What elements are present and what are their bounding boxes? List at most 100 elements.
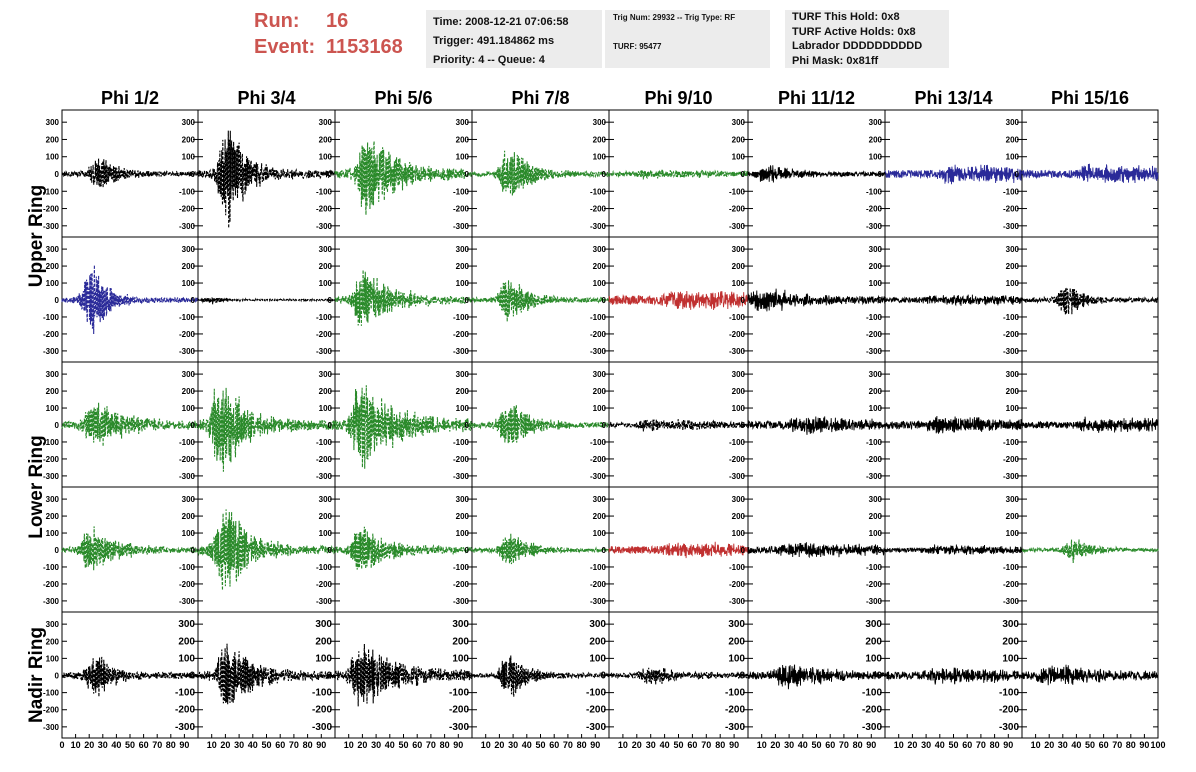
- y-tick-label: -200: [1003, 580, 1020, 589]
- y-tick-label: 300: [182, 118, 196, 127]
- turf-text: TURF: 95477: [613, 42, 662, 51]
- y-tick-label: -300: [453, 472, 470, 481]
- y-tick-label: 200: [593, 512, 607, 521]
- y-tick-label: -200: [866, 455, 883, 464]
- x-tick-label: 70: [563, 740, 573, 750]
- y-tick-label: 0: [189, 671, 195, 682]
- waveform-trace: [334, 385, 473, 469]
- y-tick-label: 0: [55, 672, 60, 681]
- y-tick-label: -300: [43, 472, 60, 481]
- waveform-trace: [747, 288, 886, 312]
- y-tick-label: 0: [1015, 296, 1020, 305]
- y-tick-label: -200: [866, 330, 883, 339]
- x-tick-label: 80: [990, 740, 1000, 750]
- y-tick-label: -100: [449, 688, 469, 699]
- y-tick-label: -300: [316, 472, 333, 481]
- y-tick-label: 200: [46, 512, 60, 521]
- y-tick-label: 300: [178, 619, 195, 630]
- y-tick-label: 100: [869, 529, 883, 538]
- y-tick-label: -100: [43, 689, 60, 698]
- x-tick-label: 70: [976, 740, 986, 750]
- y-tick-label: -200: [729, 455, 746, 464]
- y-tick-label: -200: [316, 205, 333, 214]
- waveform-trace: [608, 667, 749, 685]
- y-tick-label: -300: [449, 722, 469, 733]
- x-tick-label: 80: [577, 740, 587, 750]
- y-tick-label: -300: [453, 597, 470, 606]
- y-tick-label: 0: [602, 170, 607, 179]
- y-tick-label: 200: [728, 636, 745, 647]
- phi-mask-text: Phi Mask: 0x81ff: [792, 54, 879, 67]
- x-tick-label: 80: [853, 740, 863, 750]
- y-tick-label: 200: [732, 387, 746, 396]
- y-tick-label: 300: [732, 370, 746, 379]
- x-tick-label: 30: [371, 740, 381, 750]
- y-tick-label: 0: [191, 296, 196, 305]
- y-tick-label: 100: [456, 153, 470, 162]
- y-tick-label: 0: [191, 421, 196, 430]
- y-tick-label: -300: [43, 723, 60, 732]
- y-tick-label: -300: [590, 472, 607, 481]
- y-tick-label: -200: [590, 455, 607, 464]
- y-tick-label: 100: [732, 279, 746, 288]
- x-tick-label: 40: [660, 740, 670, 750]
- y-tick-label: -300: [866, 597, 883, 606]
- y-tick-label: -300: [316, 597, 333, 606]
- x-tick-label: 0: [59, 740, 64, 750]
- y-tick-label: 100: [732, 529, 746, 538]
- y-tick-label: -300: [316, 347, 333, 356]
- y-tick-label: -200: [43, 205, 60, 214]
- y-tick-label: -100: [316, 187, 333, 196]
- x-tick-label: 10: [71, 740, 81, 750]
- y-tick-label: 200: [869, 262, 883, 271]
- y-tick-label: 200: [732, 262, 746, 271]
- x-tick-label: 60: [139, 740, 149, 750]
- y-tick-label: 300: [593, 495, 607, 504]
- y-tick-label: 0: [739, 671, 745, 682]
- y-tick-label: 300: [865, 619, 882, 630]
- waveform-trace: [608, 541, 749, 559]
- waveform-trace: [747, 542, 886, 559]
- x-tick-label: 30: [1058, 740, 1068, 750]
- y-tick-label: 300: [1006, 245, 1020, 254]
- y-tick-label: 300: [456, 370, 470, 379]
- y-tick-label: -300: [1003, 222, 1020, 231]
- y-tick-label: -100: [590, 563, 607, 572]
- y-tick-label: -100: [1003, 563, 1020, 572]
- x-tick-label: 20: [84, 740, 94, 750]
- x-tick-label: 80: [440, 740, 450, 750]
- y-tick-label: -300: [866, 347, 883, 356]
- waveform-trace: [608, 419, 749, 432]
- turf-info-panel: TURF This Hold: 0x8 TURF Active Holds: 0…: [785, 10, 949, 68]
- y-tick-label: 0: [326, 671, 332, 682]
- y-tick-label: -200: [725, 705, 745, 716]
- y-tick-label: 0: [55, 170, 60, 179]
- y-tick-label: 0: [600, 671, 606, 682]
- y-tick-label: -100: [43, 187, 60, 196]
- x-tick-label: 20: [357, 740, 367, 750]
- y-tick-label: -100: [866, 563, 883, 572]
- y-tick-label: -100: [43, 563, 60, 572]
- x-tick-label: 70: [1112, 740, 1122, 750]
- y-tick-label: -200: [453, 455, 470, 464]
- y-tick-label: -100: [453, 313, 470, 322]
- y-tick-label: 0: [1015, 546, 1020, 555]
- y-tick-label: -100: [862, 688, 882, 699]
- x-tick-label: 30: [646, 740, 656, 750]
- y-tick-label: -300: [729, 472, 746, 481]
- y-tick-label: 200: [452, 636, 469, 647]
- y-tick-label: 200: [456, 512, 470, 521]
- column-header: Phi 5/6: [374, 88, 432, 108]
- y-tick-label: 300: [593, 245, 607, 254]
- waveform-trace: [334, 643, 473, 707]
- y-tick-label: -100: [453, 563, 470, 572]
- y-tick-label: 200: [869, 387, 883, 396]
- x-tick-label: 10: [207, 740, 217, 750]
- row-label: Nadir Ring: [26, 627, 47, 723]
- waveform-trace: [1021, 539, 1159, 564]
- waveform-trace: [197, 509, 336, 591]
- waveform-trace: [1021, 163, 1159, 184]
- y-tick-label: 0: [876, 671, 882, 682]
- column-header: Phi 13/14: [914, 88, 992, 108]
- y-tick-label: -200: [586, 705, 606, 716]
